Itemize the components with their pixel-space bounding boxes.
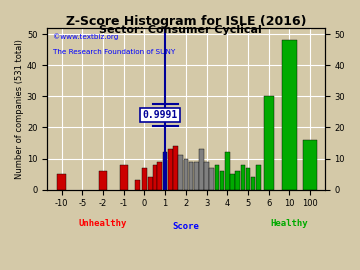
Text: Unhealthy: Unhealthy: [79, 219, 127, 228]
Bar: [220, 171, 224, 190]
Text: ©www.textbiz.org: ©www.textbiz.org: [53, 33, 118, 39]
Bar: [251, 177, 256, 190]
Text: Sector: Consumer Cyclical: Sector: Consumer Cyclical: [99, 25, 261, 35]
X-axis label: Score: Score: [172, 222, 199, 231]
Bar: [303, 140, 318, 190]
Bar: [264, 96, 274, 190]
Bar: [215, 165, 219, 190]
Text: 0.9991: 0.9991: [142, 110, 177, 120]
Bar: [120, 165, 128, 190]
Bar: [168, 149, 173, 190]
Bar: [225, 152, 230, 190]
Bar: [235, 171, 240, 190]
Bar: [142, 168, 147, 190]
Y-axis label: Number of companies (531 total): Number of companies (531 total): [15, 39, 24, 179]
Bar: [173, 146, 178, 190]
Bar: [163, 152, 167, 190]
Text: Healthy: Healthy: [271, 219, 308, 228]
Bar: [135, 180, 140, 190]
Bar: [256, 165, 261, 190]
Bar: [148, 177, 153, 190]
Bar: [246, 168, 250, 190]
Bar: [282, 40, 297, 190]
Bar: [157, 162, 162, 190]
Bar: [230, 174, 235, 190]
Bar: [184, 158, 188, 190]
Bar: [153, 165, 157, 190]
Bar: [99, 171, 107, 190]
Bar: [179, 156, 183, 190]
Bar: [210, 168, 214, 190]
Bar: [194, 162, 198, 190]
Bar: [240, 165, 245, 190]
Title: Z-Score Histogram for ISLE (2016): Z-Score Histogram for ISLE (2016): [66, 15, 306, 28]
Bar: [204, 162, 209, 190]
Text: The Research Foundation of SUNY: The Research Foundation of SUNY: [53, 49, 175, 55]
Bar: [58, 174, 66, 190]
Bar: [199, 149, 204, 190]
Bar: [189, 162, 193, 190]
